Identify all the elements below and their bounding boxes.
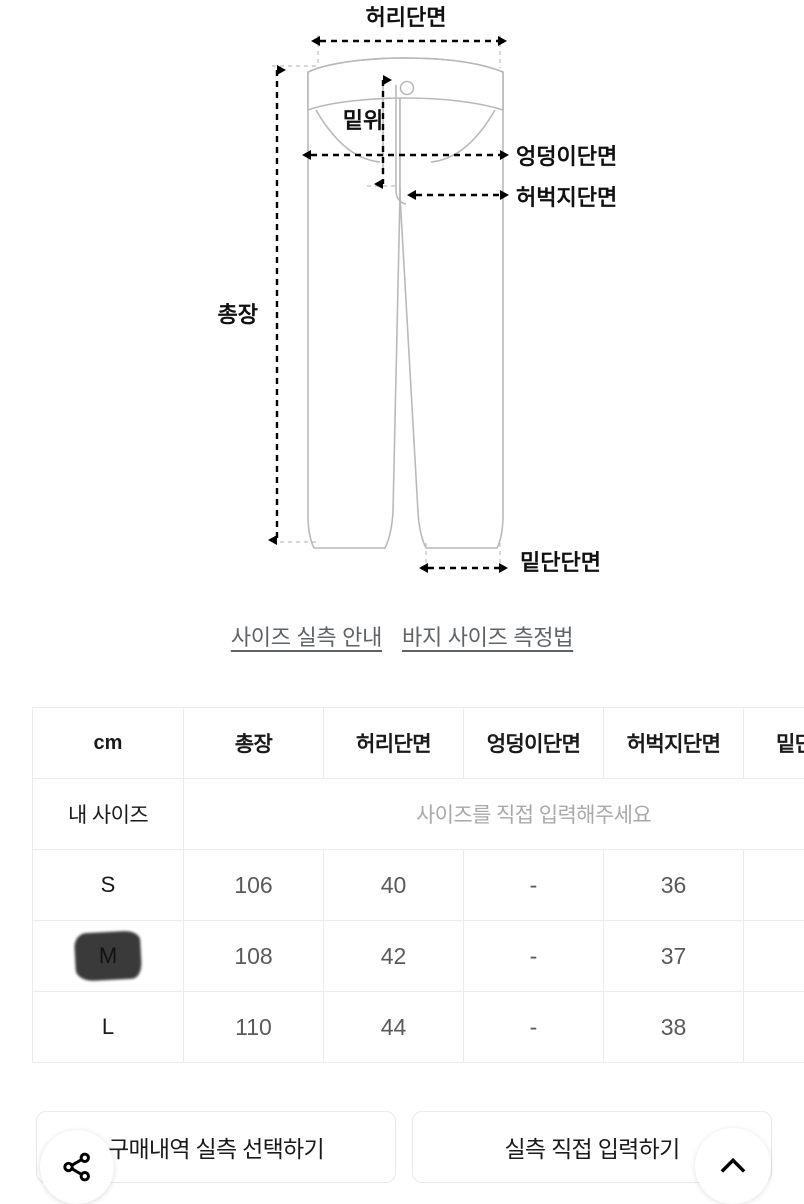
- cell-total-length: 108: [184, 921, 324, 992]
- cell-waist: 44: [324, 992, 464, 1063]
- cell-hip: -: [464, 921, 604, 992]
- cell-hip: -: [464, 992, 604, 1063]
- table-header-unit: cm: [33, 708, 184, 779]
- table-row[interactable]: S 106 40 - 36 3: [33, 850, 804, 921]
- size-diagram: 허리단면 밑위 엉덩이단면 허벅지단면 총장 밑단단면: [0, 0, 804, 605]
- cell-waist: 42: [324, 921, 464, 992]
- cell-hem: 3: [744, 992, 804, 1063]
- diagram-label-hem: 밑단단면: [520, 550, 601, 575]
- cell-waist: 40: [324, 850, 464, 921]
- table-header-hip: 엉덩이단면: [464, 708, 604, 779]
- diagram-label-waist: 허리단면: [366, 5, 447, 30]
- cell-hem: 3: [744, 921, 804, 992]
- diagram-label-thigh: 허벅지단면: [516, 185, 617, 210]
- table-header-waist: 허리단면: [324, 708, 464, 779]
- size-label-m-cell: M: [33, 921, 184, 992]
- table-row[interactable]: L 110 44 - 38 3: [33, 992, 804, 1063]
- size-label-s: S: [33, 850, 184, 921]
- cell-hem: 3: [744, 850, 804, 921]
- size-measure-guide-link[interactable]: 사이즈 실측 안내: [231, 620, 382, 652]
- diagram-label-total-length: 총장: [218, 302, 258, 327]
- my-size-row: 내 사이즈 사이즈를 직접 입력해주세요: [33, 779, 804, 850]
- table-header-hem: 밑단단면: [744, 708, 804, 779]
- cell-total-length: 110: [184, 992, 324, 1063]
- scroll-to-top-button[interactable]: [695, 1128, 771, 1204]
- bottom-action-bar: 구매내역 실측 선택하기 실측 직접 입력하기: [36, 1111, 772, 1183]
- size-table: cm 총장 허리단면 엉덩이단면 허벅지단면 밑단단면 내 사이즈 사이즈를 직…: [32, 707, 804, 1063]
- cell-hip: -: [464, 850, 604, 921]
- cell-total-length: 106: [184, 850, 324, 921]
- table-row[interactable]: M 108 42 - 37 3: [33, 921, 804, 992]
- cell-thigh: 38: [604, 992, 744, 1063]
- cell-thigh: 37: [604, 921, 744, 992]
- chevron-up-icon: [716, 1149, 750, 1183]
- table-header-row: cm 총장 허리단면 엉덩이단면 허벅지단면 밑단단면: [33, 708, 804, 779]
- my-size-input[interactable]: 사이즈를 직접 입력해주세요: [184, 779, 804, 850]
- cell-thigh: 36: [604, 850, 744, 921]
- share-icon: [60, 1150, 94, 1184]
- highlight-blob: M: [73, 930, 143, 982]
- diagram-label-rise: 밑위: [343, 108, 383, 133]
- my-size-label: 내 사이즈: [33, 779, 184, 850]
- size-label-m: M: [99, 943, 117, 968]
- table-header-thigh: 허벅지단면: [604, 708, 744, 779]
- diagram-label-hip: 엉덩이단면: [516, 144, 617, 169]
- guide-links: 사이즈 실측 안내 바지 사이즈 측정법: [0, 620, 804, 652]
- share-button[interactable]: [40, 1130, 114, 1204]
- table-header-total-length: 총장: [184, 708, 324, 779]
- size-label-l: L: [33, 992, 184, 1063]
- pants-size-measure-method-link[interactable]: 바지 사이즈 측정법: [402, 620, 573, 652]
